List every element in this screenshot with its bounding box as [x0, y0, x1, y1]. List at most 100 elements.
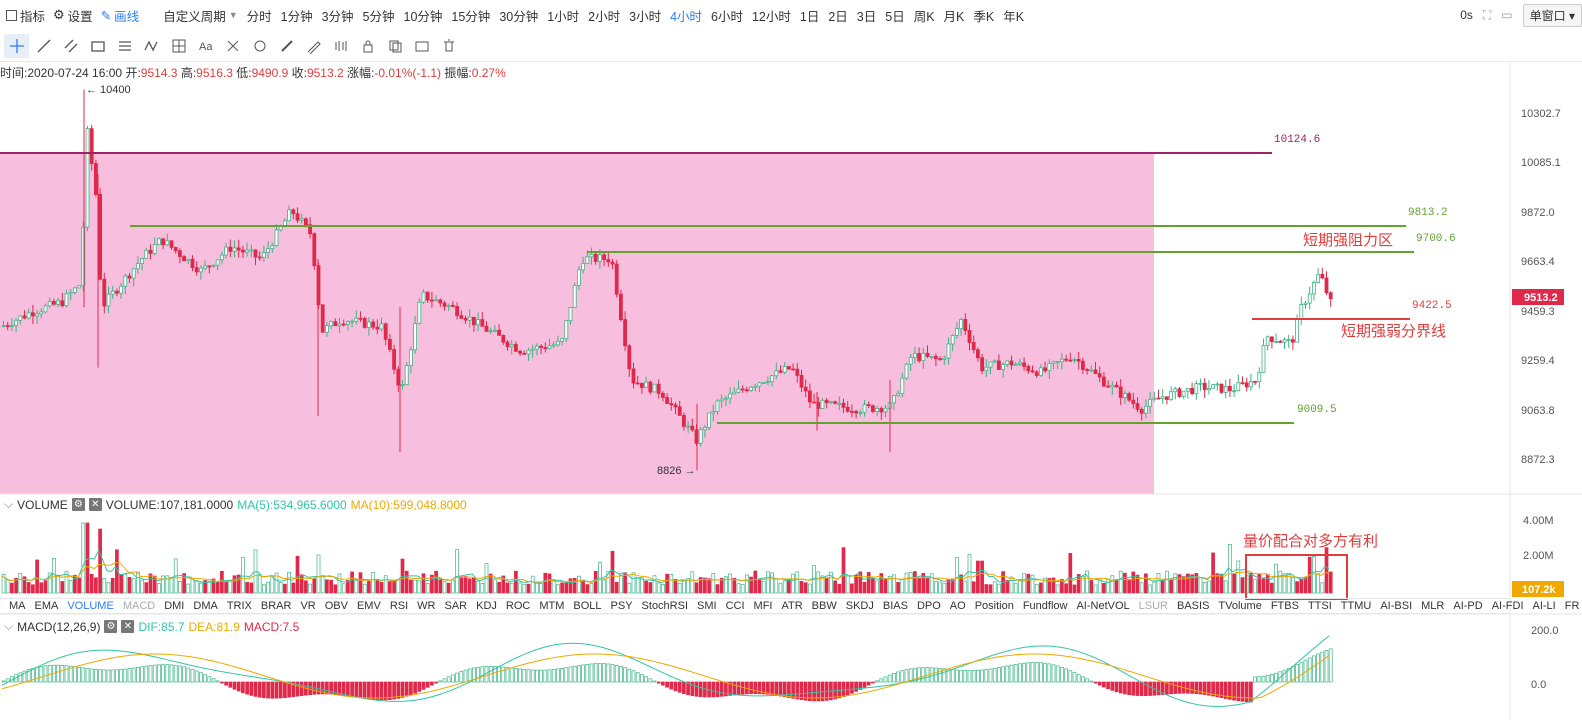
indicator-tab-31[interactable]: AI-NetVOL — [1076, 600, 1130, 612]
custom-period-dropdown[interactable]: 自定义周期 ▼ — [163, 9, 238, 24]
indicator-tab-2[interactable]: VOLUME — [67, 600, 114, 612]
indicator-tab-38[interactable]: AI-BSI — [1380, 600, 1413, 612]
indicator-tab-25[interactable]: SKDJ — [845, 600, 874, 612]
indicator-tab-9[interactable]: OBV — [324, 600, 348, 612]
period-19[interactable]: 季K — [973, 9, 995, 24]
indicator-tab-22[interactable]: MFI — [753, 600, 773, 612]
indicator-tab-34[interactable]: TVolume — [1218, 600, 1262, 612]
period-5[interactable]: 15分钟 — [451, 9, 491, 24]
period-15[interactable]: 3日 — [856, 9, 877, 24]
indicator-tab-17[interactable]: BOLL — [573, 600, 602, 612]
indicator-tab-33[interactable]: BASIS — [1177, 600, 1210, 612]
indicator-tab-29[interactable]: Position — [974, 600, 1014, 612]
brush-tool[interactable] — [301, 34, 326, 58]
indicator-tab-16[interactable]: MTM — [539, 600, 565, 612]
indicator-tab-5[interactable]: DMA — [193, 600, 218, 612]
period-7[interactable]: 1小时 — [547, 9, 580, 24]
period-6[interactable]: 30分钟 — [499, 9, 539, 24]
indicator-tab-19[interactable]: StochRSI — [641, 600, 689, 612]
indicator-tab-28[interactable]: AO — [949, 600, 966, 612]
indicator-tab-12[interactable]: WR — [417, 600, 436, 612]
lock-tool[interactable] — [355, 34, 380, 58]
indicator-tab-11[interactable]: RSI — [389, 600, 409, 612]
channel-tool[interactable] — [112, 34, 137, 58]
ruler-tool[interactable] — [274, 34, 299, 58]
macd-close-icon[interactable]: ✕ — [121, 620, 135, 633]
fullscreen-icon[interactable]: ⛶ — [1482, 7, 1492, 22]
indicator-tab-6[interactable]: TRIX — [226, 600, 252, 612]
period-8[interactable]: 2小时 — [588, 9, 621, 24]
draw-button[interactable]: ✎ 画线 — [100, 8, 140, 24]
period-17[interactable]: 周K — [913, 9, 935, 24]
horizontal-levels[interactable]: 10124.6 9813.2 9700.6 9422.5 9009.5 — [0, 134, 1456, 424]
period-9[interactable]: 3小时 — [629, 9, 662, 24]
indicator-tab-26[interactable]: BIAS — [882, 600, 908, 612]
period-14[interactable]: 2日 — [828, 9, 848, 24]
bars-tool[interactable] — [328, 34, 353, 58]
indicator-tab-0[interactable]: MA — [9, 600, 26, 612]
indicator-tab-40[interactable]: AI-PD — [1453, 600, 1483, 612]
indicator-tab-30[interactable]: Fundflow — [1022, 600, 1068, 612]
copy-tool[interactable] — [382, 34, 407, 58]
rectangle-tool[interactable] — [85, 34, 110, 58]
volume-close-icon[interactable]: ✕ — [88, 498, 102, 511]
indicator-tab-21[interactable]: CCI — [725, 600, 745, 612]
screenshot-tool[interactable] — [409, 34, 434, 58]
candle-body — [1026, 366, 1031, 372]
indicator-tab-15[interactable]: ROC — [505, 600, 531, 612]
period-1[interactable]: 1分钟 — [280, 9, 313, 24]
indicators-button[interactable]: 指标 — [6, 6, 45, 25]
indicator-tab-4[interactable]: DMI — [164, 600, 185, 612]
indicator-tab-41[interactable]: AI-FDI — [1491, 600, 1524, 612]
indicator-tab-14[interactable]: KDJ — [476, 600, 497, 612]
indicator-tab-7[interactable]: BRAR — [260, 600, 292, 612]
indicator-tab-20[interactable]: SMI — [697, 600, 717, 612]
indicator-tab-18[interactable]: PSY — [610, 600, 633, 612]
period-12[interactable]: 12小时 — [751, 9, 791, 24]
macd-settings-icon[interactable]: ⚙ — [104, 620, 118, 633]
period-2[interactable]: 3分钟 — [321, 9, 354, 24]
indicator-tab-37[interactable]: TTMU — [1340, 600, 1372, 612]
collapse-icon[interactable]: ⌵ — [4, 497, 14, 511]
indicator-tab-10[interactable]: EMV — [356, 600, 381, 612]
crosshair-tool[interactable] — [4, 33, 29, 58]
indicator-tab-36[interactable]: TTSI — [1307, 600, 1332, 612]
delete-tool[interactable] — [436, 34, 461, 58]
indicator-tab-43[interactable]: FR — [1564, 600, 1580, 612]
volume-bar — [1148, 584, 1152, 594]
period-3[interactable]: 5分钟 — [362, 9, 395, 24]
grid-tool[interactable] — [166, 34, 191, 58]
settings-button[interactable]: ⚙ 设置 — [53, 7, 93, 24]
period-11[interactable]: 6小时 — [711, 9, 743, 24]
magnet-tool[interactable] — [247, 34, 272, 58]
text-tool[interactable]: Aa — [193, 34, 218, 58]
period-10[interactable]: 4小时 — [670, 9, 703, 24]
indicator-tab-42[interactable]: AI-LI — [1532, 600, 1556, 612]
period-16[interactable]: 5日 — [885, 9, 905, 24]
macd-bar — [1223, 681, 1228, 699]
indicator-tab-23[interactable]: ATR — [781, 600, 803, 612]
period-13[interactable]: 1日 — [799, 9, 820, 24]
multi-line-tool[interactable] — [58, 34, 83, 58]
indicator-tab-24[interactable]: BBW — [811, 600, 837, 612]
period-20[interactable]: 年K — [1003, 9, 1025, 24]
indicator-tab-13[interactable]: SAR — [444, 600, 468, 612]
wave-tool[interactable] — [139, 34, 164, 58]
volume-settings-icon[interactable]: ⚙ — [71, 498, 85, 511]
indicator-tab-3[interactable]: MACD — [122, 600, 156, 612]
indicator-tab-39[interactable]: MLR — [1421, 600, 1445, 612]
collapse-icon[interactable]: ⌵ — [4, 619, 14, 633]
period-18[interactable]: 月K — [943, 9, 965, 24]
period-4[interactable]: 10分钟 — [403, 9, 443, 24]
indicator-tab-8[interactable]: VR — [300, 600, 316, 612]
window-icon[interactable]: ▭ — [1501, 8, 1513, 22]
trendline-tool[interactable] — [31, 34, 56, 58]
indicator-tab-32[interactable]: LSUR — [1138, 600, 1168, 612]
period-0[interactable]: 分时 — [246, 9, 272, 24]
window-mode-dropdown[interactable]: 单窗口 ▾ — [1522, 3, 1582, 27]
pattern-tool[interactable] — [220, 34, 245, 58]
indicator-tab-35[interactable]: FTBS — [1270, 600, 1299, 612]
indicator-tab-27[interactable]: DPO — [916, 600, 941, 612]
indicator-tab-1[interactable]: EMA — [34, 600, 59, 612]
